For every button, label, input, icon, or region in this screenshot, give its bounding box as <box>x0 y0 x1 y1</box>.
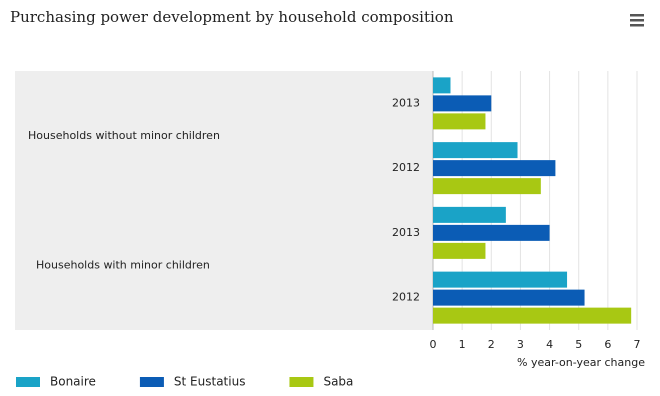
y-tick-label: 2012 <box>392 161 420 174</box>
bar <box>433 307 632 324</box>
x-tick-label: 7 <box>634 338 641 351</box>
bar <box>433 142 518 159</box>
y-tick-label: 2012 <box>392 291 420 304</box>
x-tick-label: 5 <box>575 338 582 351</box>
bar <box>433 206 506 223</box>
bar <box>433 160 556 177</box>
bar <box>433 242 486 259</box>
y-tick-label: 2013 <box>392 96 420 109</box>
legend-swatch <box>289 377 314 387</box>
bar <box>433 271 568 288</box>
group-label: Households with minor children <box>36 258 210 271</box>
bar <box>433 178 541 195</box>
bar <box>433 95 492 112</box>
x-axis-label: % year-on-year change <box>517 356 645 369</box>
legend-label: Saba <box>323 375 353 389</box>
y-tick-label: 2013 <box>392 226 420 239</box>
x-tick-label: 1 <box>459 338 466 351</box>
legend-label: St Eustatius <box>174 375 246 389</box>
x-tick-label: 6 <box>604 338 611 351</box>
x-tick-label: 3 <box>517 338 524 351</box>
x-tick-label: 0 <box>430 338 437 351</box>
legend-swatch <box>16 377 40 387</box>
bar <box>433 289 585 306</box>
bar <box>433 113 486 130</box>
menu-button[interactable] <box>630 14 644 27</box>
category-panel <box>15 71 433 330</box>
bar <box>433 224 550 241</box>
legend-swatch <box>139 377 164 387</box>
bar <box>433 77 451 94</box>
legend-label: Bonaire <box>50 375 96 389</box>
group-label: Households without minor children <box>28 129 220 142</box>
x-tick-label: 2 <box>488 338 495 351</box>
chart-title: Purchasing power development by househol… <box>10 8 454 26</box>
x-tick-label: 4 <box>546 338 553 351</box>
